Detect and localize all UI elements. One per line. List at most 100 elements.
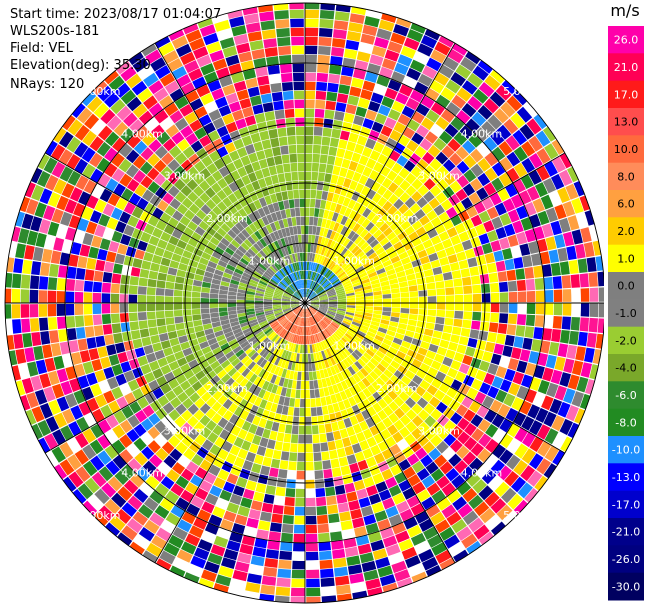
velocity-gate: [245, 297, 255, 301]
velocity-gate: [281, 368, 288, 378]
velocity-gate: [143, 344, 154, 355]
velocity-gate: [319, 296, 328, 300]
velocity-gate: [476, 142, 491, 157]
velocity-gate: [344, 218, 353, 228]
velocity-gate: [299, 289, 303, 298]
velocity-gate: [275, 19, 290, 29]
velocity-gate: [298, 243, 303, 253]
velocity-gate: [245, 333, 255, 341]
velocity-gate: [420, 35, 438, 49]
velocity-gate: [305, 243, 308, 253]
velocity-gate: [355, 299, 365, 303]
velocity-gate: [53, 355, 65, 370]
velocity-gate: [382, 394, 393, 405]
velocity-gate: [336, 93, 349, 104]
velocity-gate: [293, 294, 301, 300]
velocity-gate: [488, 322, 499, 333]
velocity-gate: [239, 377, 249, 388]
velocity-gate: [167, 159, 180, 172]
velocity-gate: [400, 308, 410, 314]
velocity-gate: [269, 280, 278, 287]
velocity-gate: [393, 226, 404, 236]
velocity-gate: [72, 489, 87, 504]
velocity-gate: [143, 251, 154, 262]
velocity-gate: [199, 192, 211, 204]
velocity-gate: [288, 199, 295, 209]
velocity-gate: [366, 267, 376, 275]
velocity-gate: [295, 497, 305, 507]
velocity-gate: [343, 318, 353, 324]
velocity-gate: [571, 303, 581, 317]
velocity-gate: [420, 95, 435, 109]
velocity-gate: [21, 318, 31, 333]
velocity-gate: [77, 375, 90, 389]
velocity-gate: [346, 295, 356, 299]
velocity-gate: [513, 336, 524, 349]
velocity-gate: [329, 137, 340, 148]
velocity-gate: [318, 208, 325, 218]
velocity-gate: [309, 292, 316, 299]
velocity-gate: [494, 481, 510, 497]
velocity-gate: [460, 268, 471, 278]
velocity-gate: [294, 253, 299, 262]
velocity-gate: [185, 482, 199, 495]
velocity-gate: [241, 440, 252, 451]
velocity-gate: [296, 380, 301, 390]
range-label: 2.00km: [206, 382, 248, 395]
velocity-gate: [219, 311, 228, 317]
velocity-gate: [270, 458, 281, 469]
velocity-gate: [307, 344, 311, 354]
velocity-gate: [306, 578, 320, 588]
velocity-gate: [278, 348, 285, 358]
velocity-gate: [87, 96, 103, 113]
velocity-gate: [205, 420, 217, 432]
velocity-gate: [517, 482, 533, 499]
velocity-gate: [290, 300, 300, 303]
velocity-gate: [263, 306, 273, 310]
velocity-gate: [146, 167, 160, 181]
velocity-gate: [386, 329, 396, 337]
velocity-gate: [368, 271, 378, 278]
velocity-gate: [356, 193, 366, 204]
velocity-gate: [193, 349, 204, 359]
velocity-gate: [454, 294, 464, 303]
velocity-gate: [268, 353, 275, 363]
colorbar-tick-label: -30.0: [612, 580, 640, 593]
velocity-gate: [126, 73, 142, 89]
velocity-gate: [204, 101, 218, 114]
velocity-gate: [332, 242, 339, 251]
velocity-gate: [351, 245, 360, 254]
velocity-gate: [290, 389, 296, 398]
velocity-gate: [219, 289, 228, 295]
velocity-gate: [123, 370, 136, 383]
colorbar-swatch: [608, 381, 644, 410]
velocity-gate: [305, 162, 312, 172]
velocity-gate: [330, 174, 339, 185]
velocity-gate: [371, 181, 381, 192]
velocity-gate: [217, 242, 228, 251]
velocity-gate: [286, 479, 296, 489]
velocity-gate: [393, 186, 405, 198]
velocity-gate: [311, 281, 316, 290]
velocity-gate: [67, 454, 82, 471]
velocity-gate: [193, 46, 209, 60]
velocity-gate: [305, 488, 316, 498]
velocity-gate: [47, 192, 61, 208]
velocity-gate: [318, 308, 327, 313]
velocity-gate: [51, 208, 64, 224]
velocity-gate: [322, 228, 329, 238]
velocity-gate: [201, 281, 211, 288]
velocity-gate: [330, 345, 338, 355]
velocity-gate: [456, 344, 467, 355]
velocity-gate: [305, 353, 309, 363]
velocity-gate: [421, 117, 435, 131]
velocity-gate: [534, 278, 544, 290]
velocity-gate: [428, 343, 439, 353]
velocity-gate: [30, 167, 43, 184]
velocity-gate: [291, 305, 300, 310]
velocity-gate: [49, 330, 60, 344]
velocity-gate: [244, 115, 257, 127]
velocity-gate: [472, 284, 482, 294]
velocity-gate: [209, 307, 219, 313]
velocity-gate: [291, 217, 297, 226]
